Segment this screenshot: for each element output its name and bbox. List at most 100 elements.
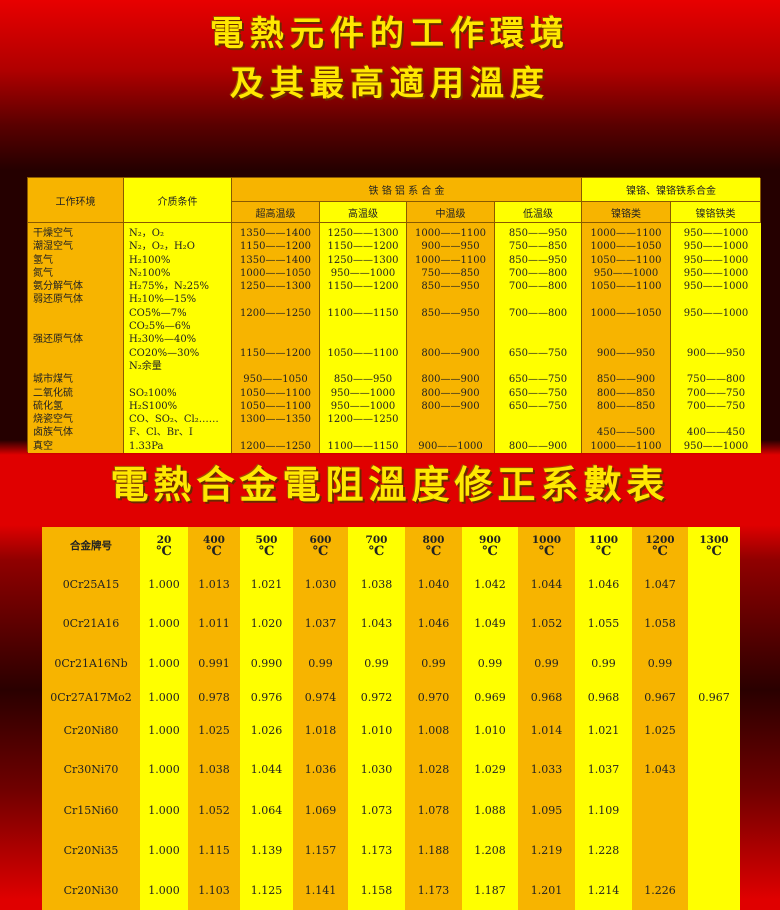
temperature-range-cell: [320, 333, 406, 346]
temperature-range-cell: [320, 360, 406, 373]
temperature-range-cell: [582, 413, 670, 426]
coefficient-cell: 1.000: [148, 577, 180, 591]
alloy-name-cell: 0Cr27A17Mo2: [50, 691, 132, 704]
temperature-range-cell: 1050——1100: [590, 281, 662, 293]
environment-cell: 二氧化硫: [33, 387, 73, 399]
temperature-range-cell: 800——850: [596, 387, 656, 399]
alloy-name-cell: 0Cr21A16: [62, 616, 120, 630]
coefficient-cell: 1.058: [644, 616, 676, 630]
coefficient-cell: 1.088: [474, 803, 506, 817]
temperature-range-cell: [232, 333, 319, 346]
temperature-header: 1000 ℃: [518, 527, 575, 565]
temperature-value: 400: [203, 534, 225, 546]
environment-cell: 弱还原气体: [33, 294, 83, 306]
temperature-range-cell: 1300——1350: [240, 414, 311, 426]
celsius-unit: ℃: [425, 544, 442, 559]
coefficient-cell: 0.99: [591, 656, 616, 670]
temperature-range-cell: [495, 293, 581, 306]
temperature-range-cell: 1050——1100: [327, 347, 399, 359]
celsius-unit: ℃: [652, 544, 668, 559]
coefficient-cell: 1.014: [530, 723, 563, 737]
coefficient-cell: 1.078: [417, 803, 450, 817]
temperature-range-cell: 800——900: [421, 387, 480, 399]
coefficient-cell: 0.972: [360, 691, 393, 704]
temperature-range-cell: 1150——1200: [327, 241, 399, 253]
temperature-column: 600 ℃ 1.030 1.037 0.99 0.974 1.018 1.036 1.069 1.…: [293, 527, 348, 910]
alloy-name-cell: 0Cr25A15: [62, 577, 120, 591]
coefficient-cell: 1.157: [304, 843, 337, 857]
temperature-value: 20: [156, 534, 172, 546]
medium-cell: CO5%—7%: [129, 307, 187, 319]
temperature-range-cell: 800——900: [421, 374, 480, 386]
alloy-name-cell: Cr20Ni80: [63, 723, 119, 737]
temperature-range-cell: 1000——1050: [590, 241, 662, 253]
environment-cell: [28, 307, 123, 320]
temperature-column: 400 ℃ 1.013 1.011 0.991 0.978 1.025 1.038 1.052 1…: [188, 527, 240, 910]
temperature-range-cell: 950——1000: [683, 254, 749, 266]
temperature-column: 20 ℃ 1.000 1.000 1.000 1.000 1.000 1.000 1.000 1.…: [140, 527, 188, 910]
temperature-range-cell: [407, 320, 494, 333]
coefficient-cell: 1.000: [148, 616, 180, 630]
coefficient-cell: 1.214: [587, 883, 620, 897]
value-column: 850——950 750——850 850——950 700——800 700——800…: [495, 223, 582, 453]
coefficient-cell: 0.967: [644, 691, 676, 704]
celsius-unit: ℃: [258, 544, 275, 559]
resistance-coefficient-table: 合金牌号 0Cr25A15 0Cr21A16 0Cr21A16Nb 0Cr27A17Mo…: [42, 527, 740, 910]
temperature-range-cell: [495, 426, 581, 439]
temperature-range-cell: 1100——1150: [327, 440, 399, 452]
coefficient-cell: 1.044: [250, 762, 283, 776]
temperature-range-cell: [495, 360, 581, 373]
coefficient-cell: 1.109: [587, 803, 620, 817]
header-alloy-name: 合金牌号: [70, 540, 112, 552]
temperature-range-cell: [320, 426, 406, 439]
coefficient-cell: [688, 790, 740, 830]
coefficient-cell: 1.228: [587, 843, 620, 857]
coefficient-cell: 1.038: [360, 577, 393, 591]
temperature-range-cell: 650——750: [508, 347, 568, 359]
temperature-range-cell: [407, 333, 494, 346]
header-medium: 介质条件: [124, 178, 232, 223]
temperature-range-cell: 1000——1050: [240, 267, 311, 279]
temperature-value: 1200: [645, 534, 675, 546]
temperature-range-cell: 850——950: [508, 254, 568, 266]
alloy-name-column: 合金牌号 0Cr25A15 0Cr21A16 0Cr21A16Nb 0Cr27A17Mo…: [42, 527, 140, 910]
coefficient-cell: 1.046: [417, 616, 450, 630]
medium-cell: 1.33Pa: [129, 440, 164, 452]
coefficient-cell: 1.030: [360, 762, 393, 776]
temperature-column: 900 ℃ 1.042 1.049 0.99 0.969 1.010 1.029 1.088 1.…: [462, 527, 518, 910]
temperature-column: 1000 ℃ 1.044 1.052 0.99 0.968 1.014 1.033 1.095 1…: [518, 527, 575, 910]
temperature-range-cell: [495, 413, 581, 426]
medium-cell: CO20%—30%: [129, 347, 200, 359]
temperature-header: 600 ℃: [293, 527, 348, 565]
temperature-range-cell: 900——950: [596, 347, 656, 359]
temperature-range-cell: 700——800: [508, 281, 568, 293]
celsius-unit: ℃: [706, 544, 722, 559]
value-column: 950——1000 950——1000 950——1000 950——1000 950—…: [671, 223, 761, 453]
subheader: 中温级: [407, 202, 495, 223]
coefficient-cell: 0.968: [587, 691, 620, 704]
temperature-range-cell: 1000——1100: [590, 228, 662, 239]
coefficient-cell: 0.99: [477, 656, 503, 670]
temperature-value: 700: [365, 534, 388, 546]
coefficient-cell: [688, 712, 740, 748]
coefficient-cell: 1.158: [360, 883, 393, 897]
temperature-column: 500 ℃ 1.021 1.020 0.990 0.976 1.026 1.044 1.064 1…: [240, 527, 293, 910]
medium-cell: N₂，O₂，H₂O: [129, 241, 195, 253]
temperature-range-cell: 1100——1150: [327, 307, 399, 319]
coefficient-cell: 1.008: [417, 723, 450, 737]
medium-cell: H₂10%—15%: [129, 294, 197, 306]
medium-cell: H₂100%: [129, 254, 171, 266]
temperature-header: 20 ℃: [140, 527, 188, 565]
environment-temperature-table: 工作环境 介质条件 铁 铬 铝 系 合 金 镍铬、镍铬铁系合金 超高温级 高温级…: [27, 177, 761, 453]
alloy-name-cell: Cr15Ni60: [63, 803, 119, 817]
temperature-value: 1300: [699, 534, 729, 546]
temperature-range-cell: 450——500: [596, 427, 656, 439]
coefficient-cell: 1.042: [474, 577, 506, 591]
coefficient-cell: [688, 603, 740, 643]
coefficient-cell: 1.044: [530, 577, 563, 591]
temperature-range-cell: [671, 413, 761, 426]
coefficient-cell: 1.018: [304, 723, 337, 737]
temperature-range-cell: 850——950: [421, 281, 480, 293]
temperature-range-cell: [582, 293, 670, 306]
title-line-2: 及其最高適用溫度: [230, 64, 550, 104]
